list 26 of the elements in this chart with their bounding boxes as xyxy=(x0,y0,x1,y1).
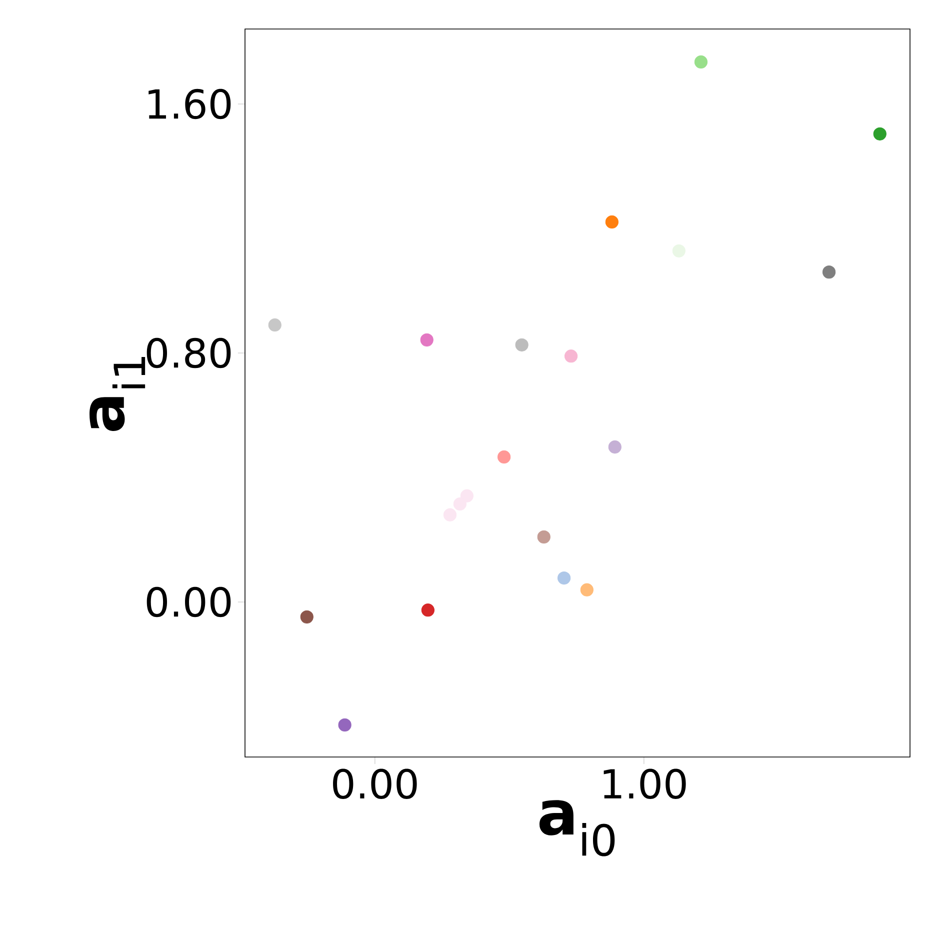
point xyxy=(822,266,836,279)
y-tick-label: 0.00 xyxy=(146,586,231,618)
point xyxy=(557,571,571,585)
point xyxy=(420,333,434,346)
y-tick-label: 1.60 xyxy=(148,88,231,120)
point xyxy=(873,127,886,140)
point xyxy=(443,508,457,522)
point xyxy=(608,440,622,454)
point xyxy=(460,489,474,502)
point xyxy=(453,497,467,511)
y-tick-label: 0.80 xyxy=(146,338,231,368)
x-tick-label: 1.00 xyxy=(604,768,686,799)
point xyxy=(672,244,686,258)
point xyxy=(268,318,282,332)
point xyxy=(605,215,619,229)
point xyxy=(564,350,578,363)
point xyxy=(515,338,528,352)
point xyxy=(497,450,511,464)
point xyxy=(537,530,550,544)
point xyxy=(338,718,352,732)
y-axis-title: a$_{i1}$ xyxy=(90,356,146,432)
point xyxy=(421,604,434,617)
point xyxy=(694,55,708,69)
x-axis-title: a$_{i0}$ xyxy=(539,800,615,856)
point xyxy=(300,610,314,624)
point xyxy=(580,583,594,596)
